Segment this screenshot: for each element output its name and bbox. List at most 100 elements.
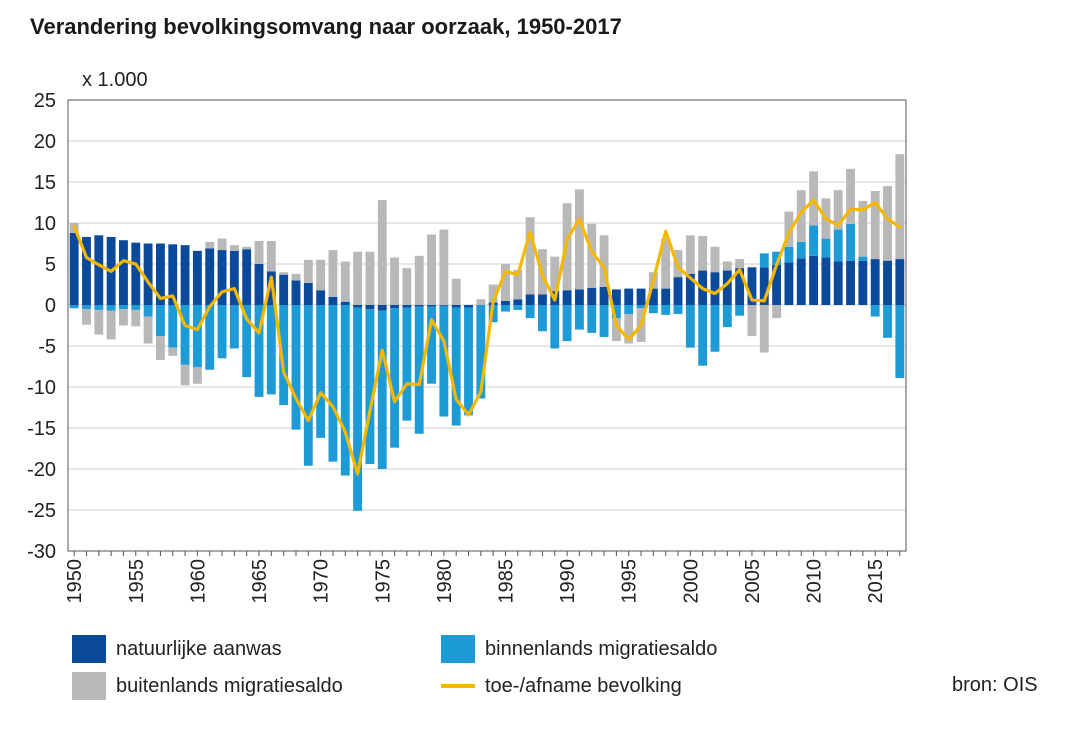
bar-natuurlijke-aanwas-1969 bbox=[303, 282, 313, 305]
bar-buitenlands-migratiesaldo-1970 bbox=[316, 259, 326, 291]
bar-natuurlijke-aanwas-1995 bbox=[624, 288, 634, 305]
bar-natuurlijke-aanwas-1979 bbox=[427, 305, 436, 307]
bar-natuurlijke-aanwas-1996 bbox=[636, 288, 646, 305]
bar-natuurlijke-aanwas-1998 bbox=[661, 288, 671, 305]
bar-binnenlands-migratiesaldo-1986 bbox=[513, 305, 523, 310]
bar-buitenlands-migratiesaldo-2009 bbox=[796, 190, 806, 242]
bar-buitenlands-migratiesaldo-2003 bbox=[722, 261, 732, 271]
bar-binnenlands-migratiesaldo-1959 bbox=[180, 305, 190, 365]
bar-natuurlijke-aanwas-1994 bbox=[611, 289, 621, 305]
x-tick-label: 1975 bbox=[372, 559, 394, 604]
bar-binnenlands-migratiesaldo-1960 bbox=[192, 305, 202, 368]
bar-buitenlands-migratiesaldo-2017 bbox=[895, 154, 905, 260]
bar-binnenlands-migratiesaldo-1950 bbox=[69, 305, 79, 309]
y-tick-label: 25 bbox=[34, 90, 56, 112]
bar-binnenlands-migratiesaldo-1958 bbox=[168, 305, 178, 348]
bar-buitenlands-migratiesaldo-2000 bbox=[685, 235, 695, 274]
bar-buitenlands-migratiesaldo-1965 bbox=[254, 241, 264, 264]
bar-buitenlands-migratiesaldo-1958 bbox=[168, 347, 178, 356]
y-tick-label: 20 bbox=[34, 131, 56, 153]
x-tick-label: 2015 bbox=[865, 559, 887, 604]
y-tick-label: -5 bbox=[38, 336, 56, 358]
bar-binnenlands-migratiesaldo-1977 bbox=[402, 307, 412, 421]
bar-buitenlands-migratiesaldo-1985 bbox=[501, 264, 510, 301]
bar-natuurlijke-aanwas-2005 bbox=[747, 267, 757, 305]
bar-buitenlands-migratiesaldo-1980 bbox=[439, 229, 449, 305]
x-tick-label: 2005 bbox=[742, 559, 764, 604]
bar-binnenlands-migratiesaldo-1951 bbox=[82, 305, 91, 310]
bar-buitenlands-migratiesaldo-1951 bbox=[82, 309, 91, 325]
bar-binnenlands-migratiesaldo-1984 bbox=[488, 305, 498, 323]
bar-binnenlands-migratiesaldo-2006 bbox=[759, 253, 769, 268]
bar-buitenlands-migratiesaldo-1961 bbox=[205, 241, 215, 249]
bar-binnenlands-migratiesaldo-1956 bbox=[143, 305, 153, 317]
bar-natuurlijke-aanwas-1960 bbox=[192, 250, 202, 305]
bar-binnenlands-migratiesaldo-1999 bbox=[673, 305, 683, 315]
bar-natuurlijke-aanwas-1982 bbox=[464, 305, 473, 308]
bar-binnenlands-migratiesaldo-1957 bbox=[155, 305, 165, 337]
bar-binnenlands-migratiesaldo-1976 bbox=[390, 308, 400, 448]
bar-binnenlands-migratiesaldo-2009 bbox=[796, 241, 806, 259]
bar-natuurlijke-aanwas-1972 bbox=[340, 301, 350, 305]
bar-binnenlands-migratiesaldo-2002 bbox=[710, 305, 720, 352]
bar-natuurlijke-aanwas-1985 bbox=[501, 300, 510, 305]
bar-binnenlands-migratiesaldo-1952 bbox=[94, 305, 104, 310]
y-tick-label: 15 bbox=[34, 172, 56, 194]
bar-natuurlijke-aanwas-1975 bbox=[377, 305, 387, 311]
bar-binnenlands-migratiesaldo-1987 bbox=[525, 305, 535, 319]
bar-binnenlands-migratiesaldo-1953 bbox=[106, 305, 116, 311]
bar-binnenlands-migratiesaldo-1964 bbox=[242, 305, 252, 378]
bar-natuurlijke-aanwas-1997 bbox=[648, 288, 658, 305]
bar-buitenlands-migratiesaldo-1972 bbox=[340, 261, 350, 302]
bar-natuurlijke-aanwas-2008 bbox=[784, 262, 794, 305]
bar-natuurlijke-aanwas-1974 bbox=[365, 305, 375, 310]
line-toe-afname-bevolking bbox=[72, 198, 902, 476]
bar-binnenlands-migratiesaldo-1969 bbox=[303, 305, 313, 466]
x-tick-label: 1950 bbox=[64, 559, 86, 604]
bar-binnenlands-migratiesaldo-1995 bbox=[624, 305, 634, 315]
x-tick-label: 1980 bbox=[434, 559, 456, 604]
bar-natuurlijke-aanwas-1950 bbox=[69, 232, 79, 305]
bar-natuurlijke-aanwas-1978 bbox=[414, 305, 424, 307]
x-tick-label: 2000 bbox=[680, 559, 702, 604]
bar-binnenlands-migratiesaldo-1972 bbox=[340, 305, 350, 476]
bar-natuurlijke-aanwas-1993 bbox=[599, 286, 609, 305]
bar-natuurlijke-aanwas-1992 bbox=[587, 287, 597, 305]
bar-binnenlands-migratiesaldo-1961 bbox=[205, 305, 215, 370]
bar-natuurlijke-aanwas-1981 bbox=[451, 305, 461, 308]
bar-binnenlands-migratiesaldo-1963 bbox=[229, 305, 239, 349]
bar-binnenlands-migratiesaldo-1973 bbox=[353, 307, 363, 511]
bar-buitenlands-migratiesaldo-1991 bbox=[574, 189, 584, 290]
bar-buitenlands-migratiesaldo-1993 bbox=[599, 235, 609, 287]
legend-item-buitenlands-migratiesaldo: buitenlands migratiesaldo bbox=[72, 671, 343, 701]
legend-swatch-natuurlijke-aanwas bbox=[72, 635, 106, 663]
bar-natuurlijke-aanwas-2009 bbox=[796, 258, 806, 305]
bar-buitenlands-migratiesaldo-2012 bbox=[833, 190, 843, 230]
bar-natuurlijke-aanwas-1973 bbox=[353, 305, 363, 308]
bar-buitenlands-migratiesaldo-1964 bbox=[242, 246, 252, 250]
bar-buitenlands-migratiesaldo-1975 bbox=[377, 200, 387, 305]
bar-binnenlands-migratiesaldo-2003 bbox=[722, 305, 732, 328]
y-tick-label: -25 bbox=[27, 500, 56, 522]
bar-natuurlijke-aanwas-1990 bbox=[562, 290, 572, 305]
bar-binnenlands-migratiesaldo-1990 bbox=[562, 305, 572, 342]
bar-binnenlands-migratiesaldo-2001 bbox=[698, 305, 708, 366]
bar-buitenlands-migratiesaldo-1954 bbox=[119, 309, 128, 326]
bar-binnenlands-migratiesaldo-1992 bbox=[587, 305, 597, 333]
bar-natuurlijke-aanwas-1964 bbox=[242, 249, 252, 305]
bar-buitenlands-migratiesaldo-2010 bbox=[809, 171, 819, 226]
legend-swatch-buitenlands-migratiesaldo bbox=[72, 672, 106, 700]
bar-binnenlands-migratiesaldo-1993 bbox=[599, 305, 609, 337]
bar-binnenlands-migratiesaldo-1997 bbox=[648, 305, 658, 314]
legend-item-toe-afname-bevolking: toe-/afname bevolking bbox=[441, 671, 682, 701]
grid-lines bbox=[68, 99, 906, 552]
bar-binnenlands-migratiesaldo-1979 bbox=[427, 306, 436, 384]
bar-binnenlands-migratiesaldo-1989 bbox=[550, 305, 560, 349]
bar-natuurlijke-aanwas-2015 bbox=[870, 259, 880, 305]
bar-natuurlijke-aanwas-1955 bbox=[131, 242, 141, 305]
bar-buitenlands-migratiesaldo-1974 bbox=[365, 251, 375, 305]
bar-buitenlands-migratiesaldo-1973 bbox=[353, 251, 363, 305]
bar-natuurlijke-aanwas-1967 bbox=[279, 274, 289, 305]
line-series bbox=[72, 198, 902, 476]
bar-natuurlijke-aanwas-1970 bbox=[316, 290, 326, 305]
